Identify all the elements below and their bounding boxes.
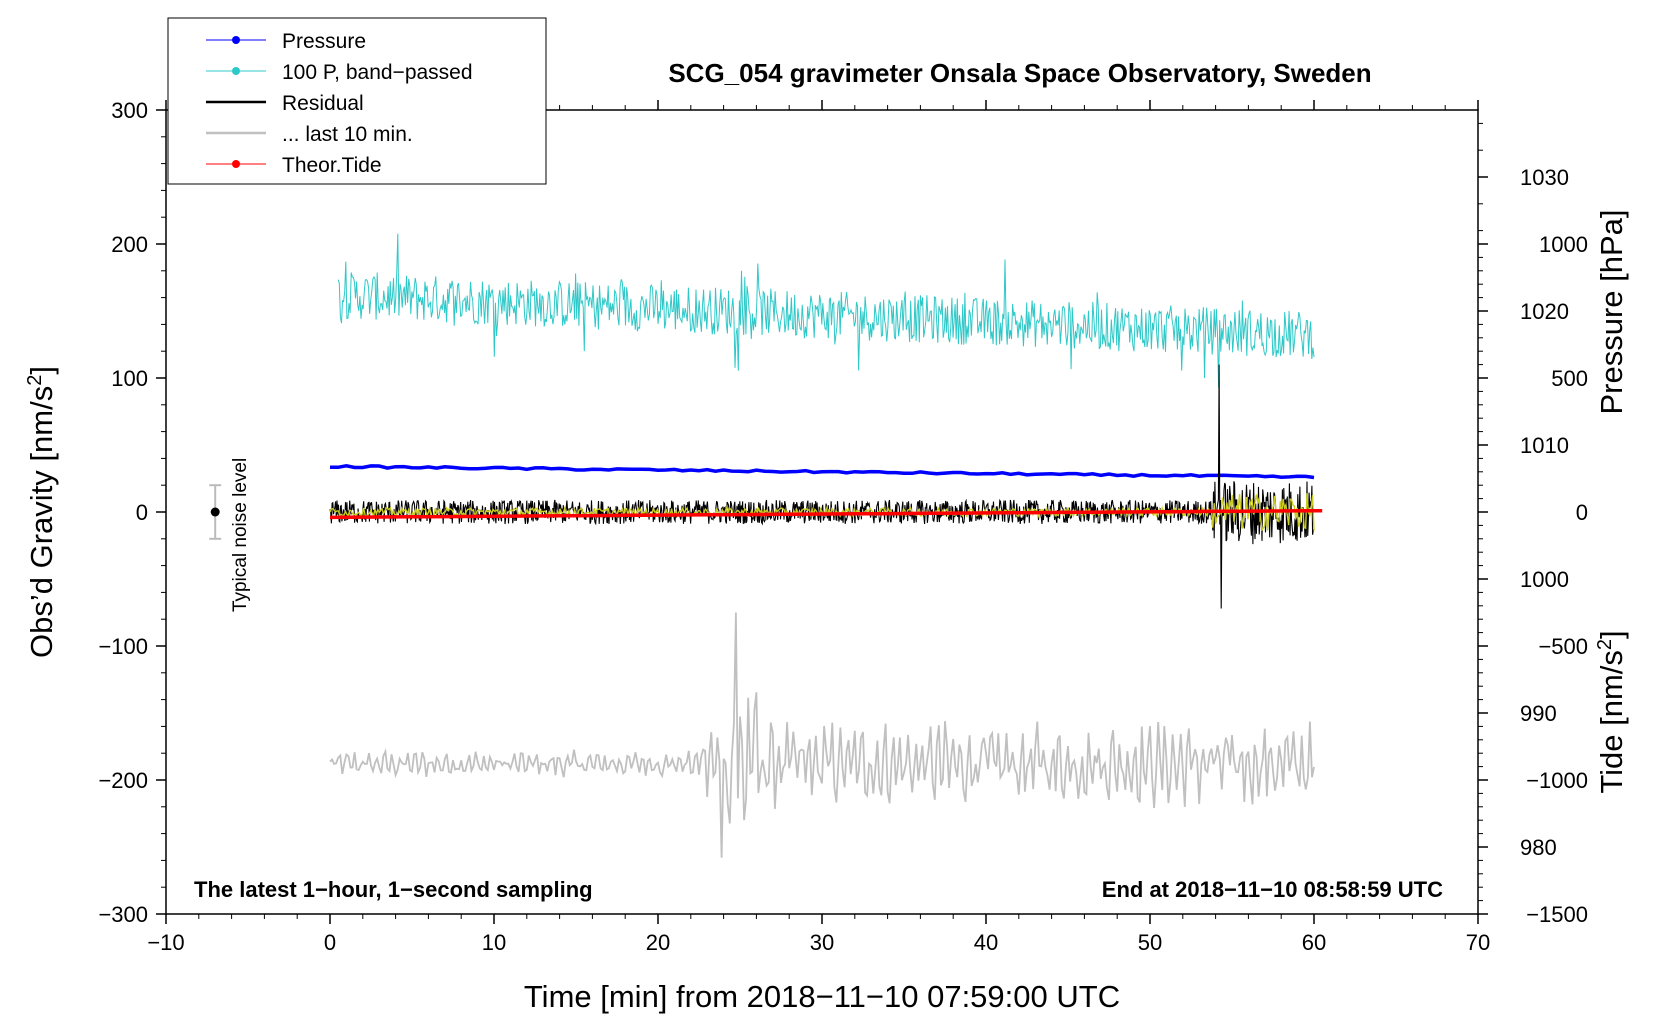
y-axis-title-pressure: Pressure [hPa] <box>1594 209 1629 414</box>
annotation-sampling: The latest 1−hour, 1−second sampling <box>194 877 593 902</box>
y-axis-title-left-text: Obs’d Gravity [nm/s <box>24 386 59 658</box>
pressure-tick-label: 990 <box>1520 701 1557 726</box>
legend-label: ... last 10 min. <box>282 123 413 146</box>
tide-tick-label: 500 <box>1551 366 1588 391</box>
x-tick-label: 60 <box>1302 930 1326 955</box>
y-axis-title-left-sup: 2 <box>24 375 46 386</box>
y-tick-label: 0 <box>136 500 148 525</box>
series-last-10-min <box>329 612 1315 858</box>
x-tick-label: 50 <box>1138 930 1162 955</box>
legend-label: Theor.Tide <box>282 154 382 177</box>
y-axis-title-tide-text: Tide [nm/s <box>1594 650 1629 794</box>
chart-title: SCG_054 gravimeter Onsala Space Observat… <box>668 58 1371 88</box>
x-tick-label: 20 <box>646 930 670 955</box>
noise-level-label: Typical noise level <box>230 458 251 612</box>
legend-label: Pressure <box>282 30 366 53</box>
x-tick-label: 10 <box>482 930 506 955</box>
y-tick-label: −100 <box>98 634 148 659</box>
noise-bar-dot <box>210 507 220 517</box>
legend-marker <box>232 36 240 44</box>
y-tick-label: 300 <box>111 98 148 123</box>
x-axis-ticks: −10 0 10 20 30 40 50 60 70 <box>147 100 1490 955</box>
tide-axis-ticks: −1500 −1000 −500 0 500 1000 <box>1478 232 1588 927</box>
legend-marker <box>232 67 240 75</box>
series-pressure <box>329 464 1315 480</box>
pressure-tick-label: 1010 <box>1520 433 1569 458</box>
y-axis-title-tide-sup: 2 <box>1594 639 1616 650</box>
legend-label: Residual <box>282 92 364 115</box>
x-tick-label: 70 <box>1466 930 1490 955</box>
tide-tick-label: 0 <box>1576 500 1588 525</box>
legend-marker <box>232 160 240 168</box>
pressure-tick-label: 1000 <box>1520 567 1569 592</box>
left-axis-ticks: −300 −200 −100 0 100 200 300 <box>98 98 166 927</box>
x-axis-title: Time [min] from 2018−11−10 07:59:00 UTC <box>524 979 1120 1014</box>
y-axis-title-left-close: ] <box>24 366 59 375</box>
legend: Pressure 100 P, band−passed Residual ... la… <box>167 17 547 185</box>
y-tick-label: −200 <box>98 768 148 793</box>
pressure-axis-ticks: 980 990 1000 1010 1020 1030 <box>1478 122 1569 902</box>
tide-tick-label: −1500 <box>1526 902 1588 927</box>
pressure-tick-label: 1020 <box>1520 299 1569 324</box>
legend-label: 100 P, band−passed <box>282 61 473 84</box>
annotation-end-time: End at 2018−11−10 08:58:59 UTC <box>1102 877 1443 902</box>
y-tick-label: 100 <box>111 366 148 391</box>
series-layer <box>329 233 1323 858</box>
y-axis-title-tide: Tide [nm/s2] <box>1594 630 1629 793</box>
y-tick-label: 200 <box>111 232 148 257</box>
pressure-tick-label: 1030 <box>1520 165 1569 190</box>
series-residual <box>329 364 1315 609</box>
tide-tick-label: 1000 <box>1539 232 1588 257</box>
x-tick-label: 30 <box>810 930 834 955</box>
tide-tick-label: −1000 <box>1526 768 1588 793</box>
x-tick-label: 40 <box>974 930 998 955</box>
y-axis-title-tide-close: ] <box>1594 630 1629 639</box>
noise-level-indicator <box>209 484 222 540</box>
x-tick-label: 0 <box>324 930 336 955</box>
tide-tick-label: −500 <box>1538 634 1588 659</box>
y-axis-title-left: Obs’d Gravity [nm/s2] <box>24 366 59 658</box>
pressure-tick-label: 980 <box>1520 835 1557 860</box>
series-theoretical-tide <box>329 508 1323 520</box>
series-pressure-band-passed <box>337 233 1315 388</box>
x-tick-label: −10 <box>147 930 184 955</box>
y-tick-label: −300 <box>98 902 148 927</box>
